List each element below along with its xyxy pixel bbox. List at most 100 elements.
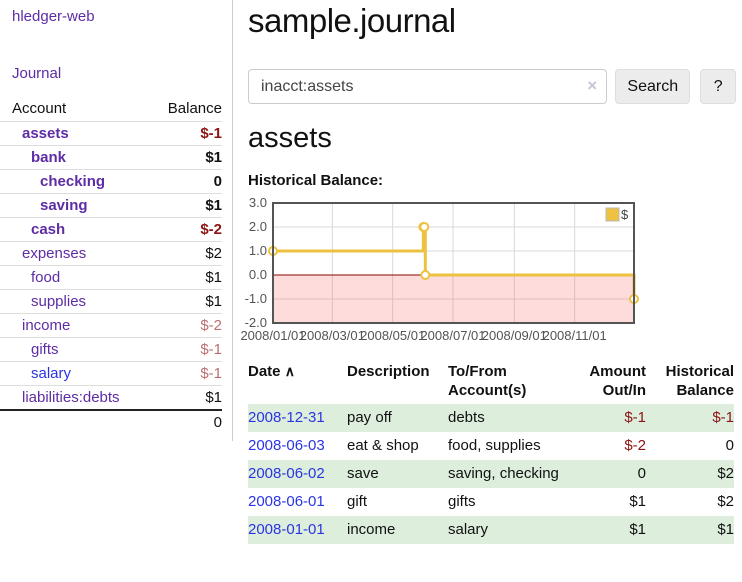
account-balance: $1 — [205, 293, 222, 310]
transaction-description: save — [347, 465, 379, 482]
account-row: cash $-2 — [0, 217, 222, 242]
transaction-accounts: salary — [448, 521, 489, 538]
transaction-date-link[interactable]: 2008-06-02 — [248, 465, 325, 482]
account-heading: assets — [248, 122, 332, 154]
register-row: 2008-12-31 pay off debts $-1 $-1 — [248, 404, 734, 432]
x-axis-tick-label: 2008/01/01 — [240, 328, 305, 343]
search-input[interactable] — [248, 69, 608, 104]
negative-region-fill — [273, 275, 634, 323]
transaction-amount: $1 — [629, 521, 646, 538]
account-link-saving[interactable]: saving — [40, 197, 88, 214]
sidebar-item-journal[interactable]: Journal — [12, 65, 62, 82]
account-balance: $1 — [205, 389, 222, 406]
transaction-date-link[interactable]: 2008-12-31 — [248, 409, 325, 426]
account-row: liabilities:debts $1 — [0, 385, 222, 411]
y-axis-tick-label: 1.0 — [249, 243, 267, 258]
chart-title-label: Historical Balance: — [248, 172, 384, 189]
account-link-expenses[interactable]: expenses — [22, 245, 87, 262]
transaction-amount: $1 — [629, 493, 646, 510]
transaction-amount: 0 — [637, 465, 646, 482]
transaction-amount: $-2 — [624, 437, 646, 454]
x-axis-tick-label: 2008/09/01 — [482, 328, 547, 343]
search-bar: × Search ? — [248, 69, 736, 104]
accounts-table: Account Balance assets $-1 bank $1 checking 0… — [0, 97, 222, 434]
account-balance: 0 — [213, 173, 222, 190]
account-link-assets[interactable]: assets — [22, 125, 69, 142]
account-row: expenses $2 — [0, 241, 222, 266]
transaction-balance: $-1 — [712, 409, 734, 426]
y-axis-tick-label: 3.0 — [249, 196, 267, 210]
transaction-balance: 0 — [725, 437, 734, 454]
account-link-gifts[interactable]: gifts — [31, 341, 59, 358]
register-row: 2008-06-02 save saving, checking 0 $2 — [248, 460, 734, 488]
plot-border — [272, 202, 635, 324]
register-header-description: Description — [347, 363, 430, 380]
register-row: 2008-01-01 income salary $1 $1 — [248, 516, 734, 544]
account-row: supplies $1 — [0, 289, 222, 314]
transaction-description: gift — [347, 493, 368, 510]
transaction-date-link[interactable]: 2008-06-03 — [248, 437, 325, 454]
register-header-date[interactable]: Date ∧ — [248, 360, 347, 404]
register-header-accounts: To/From Account(s) — [448, 363, 527, 399]
sort-ascending-icon: ∧ — [284, 363, 295, 379]
transaction-date-link[interactable]: 2008-01-01 — [248, 521, 325, 538]
account-balance: $2 — [205, 245, 222, 262]
y-axis-tick-label: 2.0 — [249, 219, 267, 234]
transaction-accounts: debts — [448, 409, 485, 426]
account-link-liabilities-debts[interactable]: liabilities:debts — [22, 389, 120, 406]
data-point — [420, 270, 431, 280]
transaction-description: income — [347, 521, 396, 538]
app-brand-link[interactable]: hledger-web — [12, 8, 95, 25]
transaction-amount: $-1 — [624, 409, 646, 426]
transaction-description: eat & shop — [347, 437, 419, 454]
account-balance: $-2 — [200, 221, 222, 238]
account-link-income[interactable]: income — [22, 317, 71, 334]
account-balance: $-1 — [200, 125, 222, 142]
account-balance: $-2 — [200, 317, 222, 334]
account-row: bank $1 — [0, 145, 222, 170]
x-axis-tick-label: 2008/05/01 — [360, 328, 425, 343]
account-balance: $1 — [205, 269, 222, 286]
account-row: assets $-1 — [0, 121, 222, 146]
register-table: Date ∧ Description To/From Account(s) Am… — [248, 360, 734, 544]
transaction-balance: $2 — [717, 465, 734, 482]
register-header-amount: Amount Out/In — [589, 363, 646, 399]
help-button[interactable]: ? — [700, 69, 736, 104]
transaction-description: pay off — [347, 409, 392, 426]
account-link-bank[interactable]: bank — [31, 149, 67, 166]
date-header-label: Date — [248, 363, 281, 380]
page-title: sample.journal — [248, 2, 456, 39]
x-axis-tick-label: 2008/11/01 — [543, 328, 607, 343]
search-input-wrap: × — [248, 69, 608, 104]
account-row: salary $-1 — [0, 361, 222, 386]
search-button[interactable]: Search — [615, 69, 691, 104]
transaction-accounts: food, supplies — [448, 437, 541, 454]
account-link-supplies[interactable]: supplies — [31, 293, 87, 310]
account-link-food[interactable]: food — [31, 269, 61, 286]
transaction-balance: $1 — [717, 521, 734, 538]
accounts-total-row: 0 — [0, 410, 222, 434]
transaction-balance: $2 — [717, 493, 734, 510]
clear-search-icon[interactable]: × — [587, 76, 598, 95]
register-row: 2008-06-01 gift gifts $1 $2 — [248, 488, 734, 516]
account-row: gifts $-1 — [0, 337, 222, 362]
account-row: food $1 — [0, 265, 222, 290]
y-axis-tick-label: -2.0 — [245, 315, 267, 330]
account-link-salary[interactable]: salary — [31, 365, 72, 382]
account-link-checking[interactable]: checking — [40, 173, 106, 190]
account-row: checking 0 — [0, 169, 222, 194]
account-link-cash[interactable]: cash — [31, 221, 66, 238]
account-balance: $1 — [205, 197, 222, 214]
accounts-total-value: 0 — [213, 414, 222, 431]
accounts-header-balance: Balance — [167, 100, 222, 117]
account-balance: $-1 — [200, 341, 222, 358]
account-row: saving $1 — [0, 193, 222, 218]
sidebar: hledger-web Journal Account Balance asse… — [0, 0, 233, 441]
account-balance: $1 — [205, 149, 222, 166]
transaction-accounts: saving, checking — [448, 465, 559, 482]
transaction-accounts: gifts — [448, 493, 476, 510]
transaction-date-link[interactable]: 2008-06-01 — [248, 493, 325, 510]
accounts-header-account: Account — [12, 100, 67, 117]
register-row: 2008-06-03 eat & shop food, supplies $-2 0 — [248, 432, 734, 460]
